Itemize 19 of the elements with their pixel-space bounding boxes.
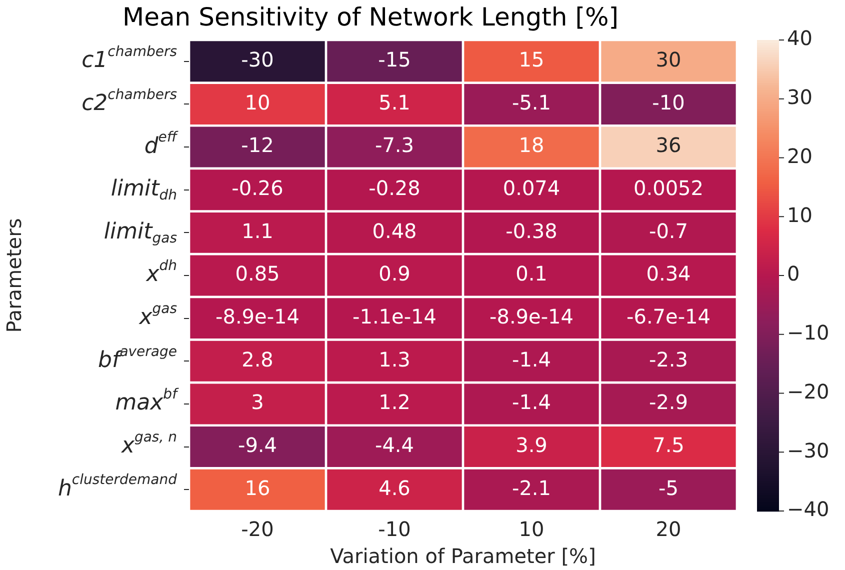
data-label: 0.0052: [634, 176, 704, 200]
color-bar-label: 20: [787, 144, 812, 168]
chart-title: Mean Sensitivity of Network Length [%]: [122, 2, 618, 32]
y-axis-title: Parameters: [2, 218, 26, 333]
color-bar-label: −30: [787, 438, 830, 462]
color-bar-label: 10: [787, 202, 812, 227]
x-tick-label: -20: [241, 517, 274, 542]
color-bar-label: 40: [787, 26, 812, 50]
x-axis-title: Variation of Parameter [%]: [330, 544, 596, 568]
color-bar-label: −20: [787, 379, 830, 404]
color-bar-label: −40: [787, 497, 830, 522]
data-label: -8.9e-14: [490, 304, 574, 329]
color-bar-label: −10: [787, 320, 830, 345]
color-bar-label: 0: [787, 262, 800, 286]
data-label: -8.9e-14: [216, 304, 300, 329]
x-tick-label: 20: [656, 517, 682, 542]
x-tick-label: -10: [378, 517, 411, 542]
color-bar-label: 30: [787, 85, 812, 110]
x-tick-label: 10: [518, 517, 544, 542]
